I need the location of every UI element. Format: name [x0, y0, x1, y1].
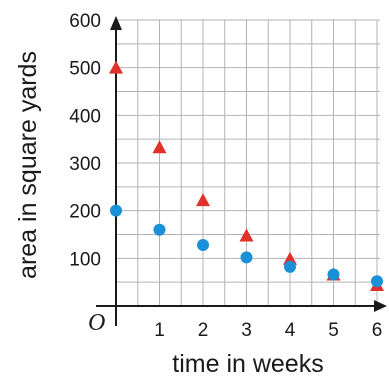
- y-tick-label: 400: [69, 106, 101, 127]
- data-point-circle: [284, 260, 296, 273]
- tick-labels: 1 2 3 4 5 6 100 200 300 400 500 600: [69, 11, 382, 341]
- data-point-circle: [327, 268, 340, 281]
- x-axis-arrow: [374, 300, 387, 312]
- data-points: [109, 60, 384, 292]
- data-point-triangle: [109, 60, 123, 74]
- y-tick-label: 300: [69, 154, 101, 175]
- data-point-circle: [110, 204, 122, 217]
- x-tick-label: 2: [198, 320, 209, 341]
- x-tick-label: 6: [372, 320, 383, 341]
- data-point-circle: [197, 238, 209, 251]
- data-point-circle: [153, 223, 166, 236]
- x-tick-label: 4: [285, 320, 296, 341]
- x-axis-title: time in weeks: [172, 350, 323, 378]
- x-tick-label: 3: [241, 320, 252, 341]
- data-point-triangle: [152, 140, 167, 154]
- y-tick-label: 100: [69, 249, 101, 270]
- axes: [96, 16, 387, 326]
- y-tick-label: 500: [69, 59, 101, 80]
- y-axis-arrow: [110, 16, 122, 30]
- y-axis-title: area in square yards: [14, 51, 42, 279]
- data-point-triangle: [196, 193, 210, 207]
- origin-label: O: [88, 310, 105, 336]
- y-tick-label: 200: [69, 202, 101, 223]
- data-point-triangle: [239, 228, 254, 242]
- data-point-circle: [240, 251, 253, 264]
- data-point-circle: [371, 275, 383, 288]
- data-point-triangle: [283, 251, 297, 265]
- x-tick-label: 5: [328, 320, 339, 341]
- x-tick-label: 1: [154, 320, 165, 341]
- y-tick-label: 600: [69, 11, 101, 32]
